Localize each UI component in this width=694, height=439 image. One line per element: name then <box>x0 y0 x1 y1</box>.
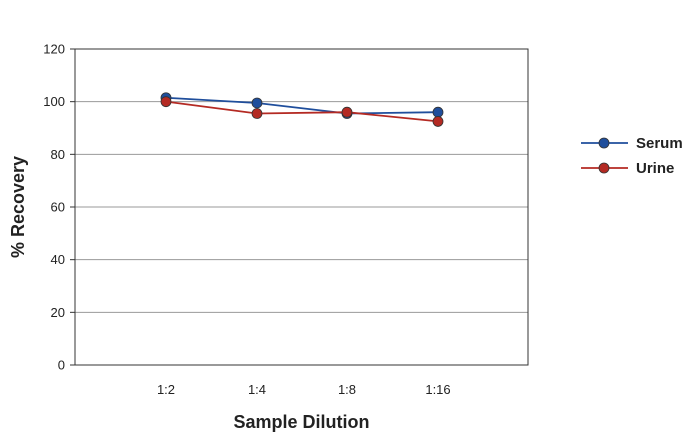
data-point <box>432 116 444 127</box>
x-tick-label: 1:4 <box>248 382 266 397</box>
y-tick-label: 0 <box>58 358 65 373</box>
legend: Serum Urine <box>581 135 683 177</box>
y-axis-title: % Recovery <box>8 156 28 258</box>
legend-marker <box>598 137 610 149</box>
data-point <box>341 106 353 118</box>
legend-label: Urine <box>636 160 674 177</box>
legend-marker <box>598 162 610 174</box>
y-tick-label: 60 <box>51 200 65 215</box>
legend-item-urine: Urine <box>581 160 674 177</box>
series <box>160 92 444 127</box>
x-axis-title: Sample Dilution <box>233 412 369 432</box>
series-line <box>165 96 439 115</box>
data-point <box>160 96 172 108</box>
series-urine <box>160 96 444 127</box>
y-tick-label: 120 <box>43 42 65 57</box>
data-point <box>432 106 444 118</box>
gridlines <box>75 101 528 313</box>
y-tick-label: 100 <box>43 94 65 109</box>
legend-label: Serum <box>636 135 683 152</box>
y-tick-label: 40 <box>51 252 65 267</box>
y-axis-ticks: 0 20 40 60 80 100 120 <box>43 42 75 373</box>
x-axis-ticks: 1:2 1:4 1:8 1:16 <box>157 382 451 397</box>
legend-item-serum: Serum <box>581 135 683 152</box>
x-tick-label: 1:2 <box>157 382 175 397</box>
y-tick-label: 20 <box>51 305 65 320</box>
y-tick-label: 80 <box>51 147 65 162</box>
x-tick-label: 1:8 <box>338 382 356 397</box>
data-point <box>251 108 263 119</box>
series-line <box>165 100 439 123</box>
x-tick-label: 1:16 <box>425 382 450 397</box>
data-point <box>251 97 263 109</box>
